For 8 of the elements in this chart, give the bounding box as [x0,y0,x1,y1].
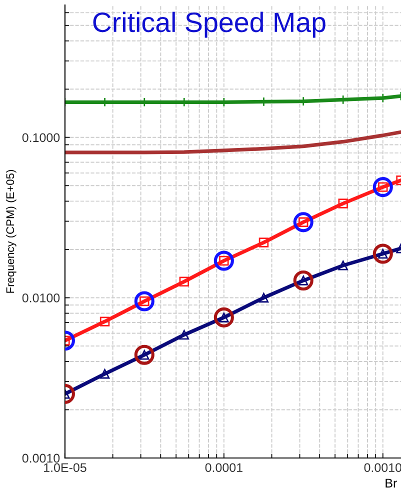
y-axis-title: Frequency (CPM) (E+05) [6,170,16,293]
y-tick-label: 0.0100 [22,294,60,302]
y-tick-label: 0.1000 [22,133,60,142]
x-tick-label: 1.0E-05 [44,463,86,472]
chart-title: Critical Speed Map [93,12,326,38]
x-axis-title: Br [386,478,397,488]
x-tick-label: 0.0001 [205,463,242,472]
y-tick-label: 0.0010 [22,454,60,463]
